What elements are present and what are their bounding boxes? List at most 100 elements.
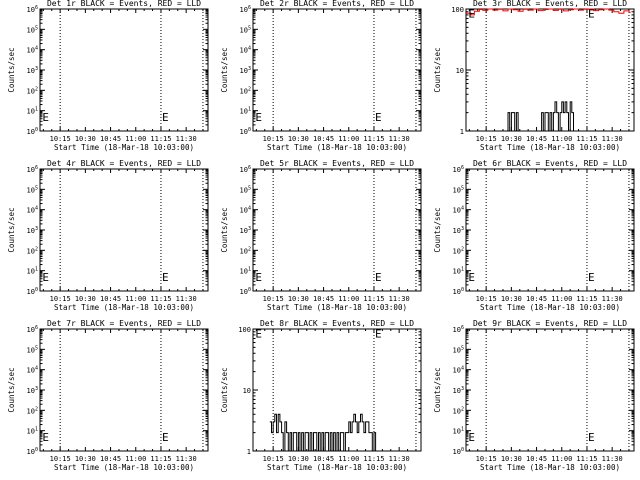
detector-panel-7: Det 7r BLACK = Events, RED = LLD 10:15 10:… [7,319,209,472]
x-tick-label: 11:30 [176,135,197,143]
x-tick-label: 10:15 [263,455,284,463]
x-tick-label: 11:30 [602,295,623,303]
y-tick-label: 100 [27,447,38,456]
y-axis-title: Counts/sec [433,47,442,92]
event-marker-label: E [255,327,262,340]
x-tick-label: 10:45 [100,295,121,303]
x-axis-title: Start Time (18-Mar-18 10:03:00) [480,143,620,152]
detector-panel-1: Det 1r BLACK = Events, RED = LLD 10:15 10:… [7,0,209,152]
y-axis-title: Counts/sec [7,367,16,412]
x-tick-label: 11:00 [338,455,359,463]
y-tick-label: 101 [27,107,38,116]
y-tick-label: 104 [240,46,251,55]
x-tick-label: 11:00 [551,455,572,463]
y-tick-label: 101 [453,267,464,276]
x-tick-label: 10:15 [476,295,497,303]
detector-panel-4: Det 4r BLACK = Events, RED = LLD 10:15 10:… [7,159,209,312]
event-marker-label: E [468,7,475,20]
detector-panel-2: Det 2r BLACK = Events, RED = LLD 10:15 10:… [220,0,422,152]
y-tick-label: 10 [456,67,464,75]
event-marker-label: E [255,271,262,284]
x-axis-title: Start Time (18-Mar-18 10:03:00) [267,463,407,472]
x-tick-label: 11:00 [125,455,146,463]
panel-title: Det 1r BLACK = Events, RED = LLD [47,0,201,8]
x-tick-label: 10:30 [501,135,522,143]
event-marker-label: E [375,327,382,340]
x-tick-label: 10:30 [75,455,96,463]
y-axis-title: Counts/sec [433,367,442,412]
event-marker-label: E [42,271,49,284]
y-tick-label: 102 [240,246,251,255]
panel-title: Det 6r BLACK = Events, RED = LLD [473,159,627,168]
x-tick-label: 11:15 [363,295,384,303]
x-tick-label: 10:45 [526,135,547,143]
events-rate-line [506,101,577,132]
event-marker-label: E [468,431,475,444]
y-tick-label: 105 [240,25,251,34]
x-axis-title: Start Time (18-Mar-18 10:03:00) [480,463,620,472]
x-tick-label: 10:30 [288,455,309,463]
x-tick-label: 11:15 [363,455,384,463]
y-tick-label: 100 [453,287,464,296]
detector-panel-3: Det 3r BLACK = Events, RED = LLD 10:15 10:… [433,0,635,152]
x-tick-label: 11:15 [150,135,171,143]
y-tick-label: 105 [27,345,38,354]
y-axis-title: Counts/sec [7,47,16,92]
x-axis-title: Start Time (18-Mar-18 10:03:00) [267,303,407,312]
y-tick-label: 10 [243,387,251,395]
plot-frame [39,168,209,292]
event-marker-label: E [588,431,595,444]
y-tick-label: 106 [27,165,38,174]
panel-title: Det 4r BLACK = Events, RED = LLD [47,159,201,168]
x-axis-title: Start Time (18-Mar-18 10:03:00) [54,463,194,472]
x-tick-label: 10:45 [313,135,334,143]
y-tick-label: 104 [27,366,38,375]
x-tick-label: 10:30 [501,295,522,303]
y-tick-label: 100 [27,127,38,136]
event-marker-label: E [588,7,595,20]
y-tick-label: 106 [453,165,464,174]
x-tick-label: 10:45 [100,455,121,463]
plot-frame [252,168,422,292]
y-tick-label: 103 [240,66,251,75]
y-tick-label: 102 [27,406,38,415]
x-tick-label: 10:15 [263,135,284,143]
event-marker-label: E [468,271,475,284]
y-tick-label: 100 [240,287,251,296]
x-tick-label: 10:45 [526,295,547,303]
plot-frame [465,328,635,452]
y-tick-label: 103 [453,386,464,395]
lld-rate-line [466,8,631,16]
event-marker-label: E [162,111,169,124]
event-marker-label: E [588,271,595,284]
x-tick-label: 11:30 [602,135,623,143]
panel-title: Det 7r BLACK = Events, RED = LLD [47,319,201,328]
y-tick-label: 1 [460,128,464,136]
x-tick-label: 11:30 [389,455,410,463]
x-tick-label: 10:30 [75,135,96,143]
y-axis-title: Counts/sec [433,207,442,252]
y-tick-label: 105 [240,185,251,194]
x-tick-label: 11:00 [551,135,572,143]
x-tick-label: 10:15 [476,135,497,143]
y-tick-label: 102 [453,246,464,255]
x-axis-title: Start Time (18-Mar-18 10:03:00) [54,143,194,152]
x-tick-label: 11:00 [551,295,572,303]
y-tick-label: 102 [453,406,464,415]
event-marker-label: E [42,111,49,124]
x-tick-label: 11:00 [338,295,359,303]
y-tick-label: 106 [27,325,38,334]
detector-panel-5: Det 5r BLACK = Events, RED = LLD 10:15 10:… [220,159,422,312]
x-axis-title: Start Time (18-Mar-18 10:03:00) [267,143,407,152]
event-marker-label: E [255,111,262,124]
x-tick-label: 10:15 [50,295,71,303]
x-tick-label: 10:45 [100,135,121,143]
x-tick-label: 10:45 [526,455,547,463]
y-tick-label: 100 [240,127,251,136]
x-tick-label: 11:30 [602,455,623,463]
y-tick-label: 106 [240,5,251,14]
x-tick-label: 10:15 [476,455,497,463]
y-axis-title: Counts/sec [7,207,16,252]
event-marker-label: E [42,431,49,444]
